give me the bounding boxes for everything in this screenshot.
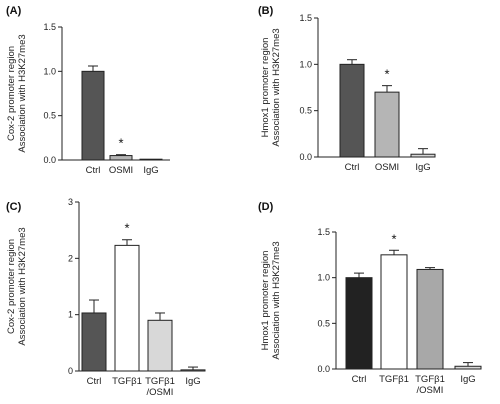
panel-a: (A) 0.0 0.5 1.0 1.5 Cox-2 promoter regionAsso… [6, 5, 170, 176]
x-tick-label-line: OSMI [109, 165, 133, 176]
y-axis-label-line: Association with H3K27me3 [17, 227, 28, 345]
y-tick-label: 0.0 [317, 364, 330, 374]
x-tick-label-line: Ctrl [86, 165, 101, 176]
x-tick-label-line: Ctrl [345, 162, 360, 173]
bar [339, 63, 365, 158]
significance-marker: * [391, 231, 396, 246]
y-axis-label-line: Association with H3K27me3 [17, 34, 28, 152]
x-tick-label: Ctrl [345, 162, 360, 173]
y-tick-label: 1 [68, 310, 73, 320]
y-tick-label: 0.5 [43, 111, 56, 121]
y-tick-label: 3 [68, 197, 73, 207]
x-tick-label: IgG [415, 162, 430, 173]
x-tick-label-line: Ctrl [87, 376, 102, 387]
y-tick-label: 1.5 [299, 13, 312, 23]
panel-b: (B) 0.0 0.5 1.0 1.5 Hmox1 promoter regionAsso… [258, 5, 436, 173]
x-tick-label: TGFβ1/OSMI [145, 376, 175, 398]
x-tick-label: IgG [143, 165, 158, 176]
y-tick-label: 0.0 [43, 155, 56, 165]
panel-label: (D) [258, 201, 274, 213]
x-tick-label-line: IgG [143, 165, 158, 176]
significance-marker: * [118, 136, 123, 151]
y-tick-label: 0.5 [317, 318, 330, 328]
x-tick-label-line: /OSMI [417, 385, 444, 396]
bar [114, 244, 140, 372]
x-tick-label: IgG [185, 376, 200, 387]
bar [81, 70, 105, 161]
panel-c: (C) 0 1 2 3 Cox-2 promoter regionAssociation … [6, 197, 206, 398]
bar [410, 153, 436, 158]
x-tick-label: TGFβ1 [379, 374, 409, 385]
y-axis-label-line: Hmox1 promoter region [260, 38, 271, 138]
y-tick-label: 1.0 [317, 273, 330, 283]
x-tick-label-line: IgG [185, 376, 200, 387]
bar [139, 158, 163, 161]
significance-marker: * [124, 221, 129, 236]
bar [380, 254, 408, 370]
y-tick-label: 1.0 [299, 59, 312, 69]
bar [109, 155, 133, 161]
y-tick-label: 0.5 [299, 106, 312, 116]
x-tick-label-line: TGFβ1 [415, 374, 445, 385]
x-tick-label-line: TGFβ1 [379, 374, 409, 385]
panel-label: (C) [6, 201, 22, 213]
y-axis-label: Cox-2 promoter regionAssociation with H3… [6, 34, 28, 152]
x-tick-label: TGFβ1 [112, 376, 142, 387]
significance-marker: * [384, 67, 389, 82]
bar [147, 319, 173, 372]
y-axis-label: Hmox1 promoter regionAssociation with H3… [260, 241, 282, 359]
bar [374, 91, 400, 158]
y-tick-label: 1.0 [43, 66, 56, 76]
y-tick-label: 0.0 [299, 152, 312, 162]
y-tick-label: 0 [68, 366, 73, 376]
x-tick-label-line: TGFβ1 [112, 376, 142, 387]
y-axis-label-line: Association with H3K27me3 [271, 28, 282, 146]
x-tick-label-line: IgG [415, 162, 430, 173]
x-tick-label: TGFβ1/OSMI [415, 374, 445, 396]
x-tick-label: Ctrl [86, 165, 101, 176]
panel-label: (A) [6, 5, 22, 17]
bar [345, 277, 373, 370]
x-tick-label-line: TGFβ1 [145, 376, 175, 387]
x-tick-label: OSMI [375, 162, 399, 173]
y-axis-label-line: Hmox1 promoter region [260, 251, 271, 351]
y-tick-label: 1.5 [43, 22, 56, 32]
y-axis-label-line: Cox-2 promoter region [6, 46, 17, 141]
y-axis-label-line: Association with H3K27me3 [271, 241, 282, 359]
y-tick-label: 1.5 [317, 227, 330, 237]
y-axis-label-line: Cox-2 promoter region [6, 239, 17, 334]
bar [180, 369, 206, 372]
y-axis-label: Cox-2 promoter regionAssociation with H3… [6, 227, 28, 345]
x-tick-label: Ctrl [352, 374, 367, 385]
panel-label: (B) [258, 5, 274, 17]
x-tick-label: IgG [460, 374, 475, 385]
x-tick-label-line: IgG [460, 374, 475, 385]
x-tick-label-line: OSMI [375, 162, 399, 173]
x-tick-label: Ctrl [87, 376, 102, 387]
bar [454, 365, 482, 370]
x-tick-label: OSMI [109, 165, 133, 176]
bar [416, 268, 444, 370]
x-tick-label-line: Ctrl [352, 374, 367, 385]
y-axis-label: Hmox1 promoter regionAssociation with H3… [260, 28, 282, 146]
y-tick-label: 2 [68, 253, 73, 263]
panel-d: (D) 0.0 0.5 1.0 1.5 Hmox1 promoter regionAsso… [258, 201, 482, 396]
x-tick-label-line: /OSMI [147, 387, 174, 398]
bar [81, 312, 107, 372]
